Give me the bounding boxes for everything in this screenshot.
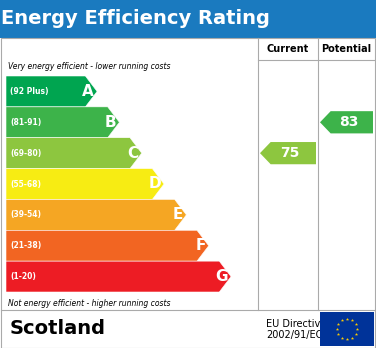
Bar [320,312,374,346]
Text: (39-54): (39-54) [10,210,41,219]
Text: (55-68): (55-68) [10,180,41,189]
Text: (92 Plus): (92 Plus) [10,87,49,96]
Bar [1,38,375,348]
Polygon shape [6,76,97,107]
Text: 75: 75 [280,146,300,160]
Text: Potential: Potential [321,44,371,54]
Text: Not energy efficient - higher running costs: Not energy efficient - higher running co… [8,299,170,308]
Polygon shape [320,111,373,133]
Text: 83: 83 [339,115,358,129]
Polygon shape [6,199,186,230]
Text: E: E [173,207,183,222]
Text: D: D [149,176,161,191]
Polygon shape [6,168,164,199]
Text: G: G [215,269,228,284]
Polygon shape [6,107,120,138]
Polygon shape [6,230,209,261]
Text: F: F [195,238,206,253]
Polygon shape [260,142,316,164]
Text: Energy Efficiency Rating: Energy Efficiency Rating [1,9,270,29]
Text: C: C [127,146,139,161]
Text: A: A [82,84,94,99]
Text: (21-38): (21-38) [10,241,41,250]
Text: 2002/91/EC: 2002/91/EC [266,330,322,340]
Text: (1-20): (1-20) [10,272,36,281]
Bar [0,0,376,38]
Text: Very energy efficient - lower running costs: Very energy efficient - lower running co… [8,62,170,71]
Text: Current: Current [267,44,309,54]
Text: (81-91): (81-91) [10,118,41,127]
Text: Scotland: Scotland [10,319,106,339]
Text: EU Directive: EU Directive [266,319,326,330]
Polygon shape [6,138,142,168]
Text: B: B [105,115,117,130]
Text: (69-80): (69-80) [10,149,41,158]
Polygon shape [6,261,231,292]
